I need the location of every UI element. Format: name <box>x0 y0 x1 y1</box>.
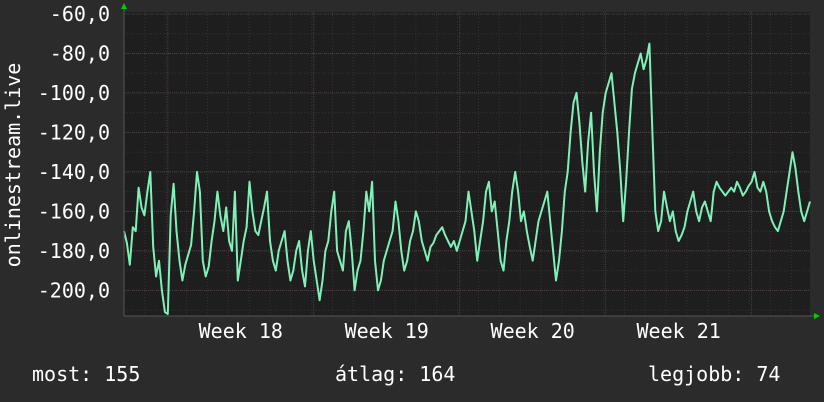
y-tick-label: -60,0 <box>50 2 110 26</box>
y-tick-label: -200,0 <box>38 278 110 302</box>
rrd-chart: -60,0 -80,0 -100,0 -120,0 -140,0 -160,0 -180,0… <box>1 2 820 343</box>
y-tick-label: -100,0 <box>38 81 110 105</box>
x-axis-ticks: Week 18 Week 19 Week 20 Week 21 <box>199 319 721 343</box>
y-axis-arrow-icon <box>121 3 127 9</box>
y-tick-label: -180,0 <box>38 239 110 263</box>
x-tick-label: Week 21 <box>636 319 720 343</box>
y-tick-label: -140,0 <box>38 160 110 184</box>
x-axis-arrow-icon <box>814 313 820 319</box>
y-tick-label: -160,0 <box>38 199 110 223</box>
y-tick-label: -120,0 <box>38 120 110 144</box>
series-line <box>123 42 811 315</box>
axes <box>121 3 820 319</box>
stat-average: átlag: 164 <box>335 362 456 386</box>
x-tick-label: Week 19 <box>345 319 429 343</box>
series-layer <box>123 42 811 315</box>
y-tick-label: -80,0 <box>50 41 110 65</box>
stat-best: legjobb: 74 <box>648 362 781 386</box>
x-tick-label: Week 20 <box>491 319 575 343</box>
y-axis-ticks: -60,0 -80,0 -100,0 -120,0 -140,0 -160,0 -180,0… <box>38 2 110 302</box>
x-tick-label: Week 18 <box>199 319 283 343</box>
plot-area <box>124 12 810 316</box>
stat-current: most: 155 <box>32 362 141 386</box>
y-axis-label: onlinestream.live <box>1 63 25 268</box>
